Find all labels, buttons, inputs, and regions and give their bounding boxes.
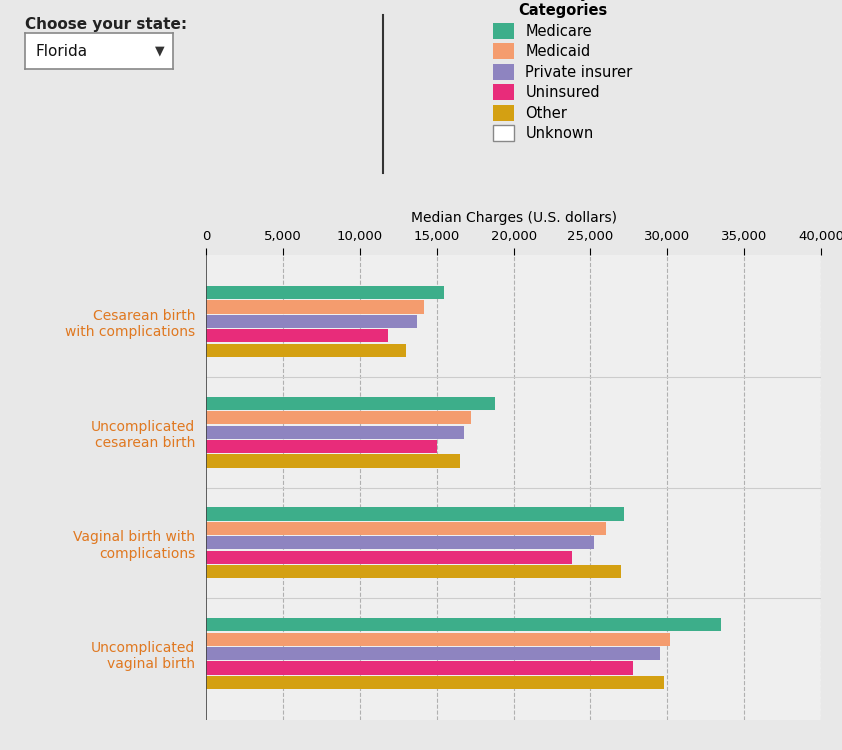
Bar	[206, 662, 633, 674]
Text: Choose your state:: Choose your state:	[25, 16, 188, 32]
Bar	[206, 522, 606, 535]
Bar	[206, 397, 495, 410]
Bar	[206, 301, 424, 313]
Text: Florida: Florida	[35, 44, 88, 58]
Bar	[206, 286, 445, 299]
Bar	[206, 315, 417, 328]
Legend: Medicare, Medicaid, Private insurer, Uninsured, Other, Unknown: Medicare, Medicaid, Private insurer, Uni…	[493, 0, 632, 142]
Bar	[206, 565, 621, 578]
Bar	[206, 425, 465, 439]
Bar	[206, 536, 594, 550]
Bar	[206, 647, 659, 660]
Bar	[206, 344, 406, 357]
Bar	[206, 676, 664, 689]
Bar	[206, 329, 387, 343]
X-axis label: Median Charges (U.S. dollars): Median Charges (U.S. dollars)	[411, 211, 616, 225]
Bar	[206, 618, 721, 632]
Bar	[206, 550, 572, 564]
Bar	[206, 508, 624, 520]
Bar	[206, 440, 437, 453]
Text: ▼: ▼	[155, 44, 164, 58]
Bar	[206, 454, 460, 467]
Bar	[206, 632, 670, 646]
Bar	[206, 411, 471, 424]
